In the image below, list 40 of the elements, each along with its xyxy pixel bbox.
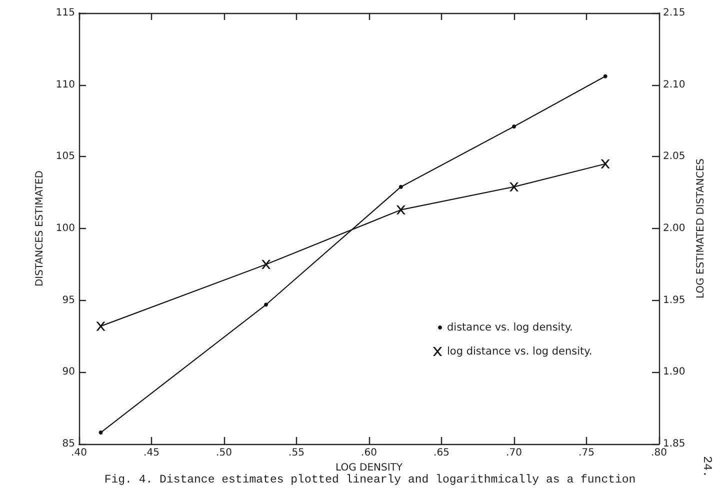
y2-tick-label: 1.95 <box>663 294 686 306</box>
y-axis-title: DISTANCES ESTIMATED <box>34 170 46 287</box>
legend-label: log distance vs. log density. <box>447 346 592 358</box>
x-tick-label: .80 <box>651 448 667 458</box>
y-tick-label: 90 <box>62 366 75 378</box>
y-tick-label: 105 <box>56 151 75 162</box>
y-tick-label: 100 <box>56 223 75 234</box>
x-tick-label: .40 <box>71 448 87 458</box>
point <box>510 182 518 192</box>
point <box>262 260 271 269</box>
x-tick-label: .65 <box>434 448 450 458</box>
x-axis-title: LOG DENSITY <box>335 462 404 474</box>
y2-tick-label: 2.05 <box>663 151 686 162</box>
y2-tick-label: 2.10 <box>663 79 686 90</box>
x-tick-label: .45 <box>144 448 160 458</box>
text: 24. <box>700 456 714 478</box>
point <box>398 184 403 189</box>
x-tick-label: .55 <box>288 448 304 458</box>
y2-axis-title: LOG ESTIMATED DISTANCES <box>696 158 707 299</box>
x-tick-label: .70 <box>506 448 522 458</box>
caption: Fig. 4. Distance estimates plotted linearly and logarithmically as a function <box>104 474 636 486</box>
y-tick-label: 95 <box>62 294 75 306</box>
y-tick-label: 110 <box>56 79 75 90</box>
y-tick-label: 85 <box>62 438 75 450</box>
point <box>96 322 106 331</box>
y2-tick-label: 2.15 <box>663 8 686 18</box>
x-tick-label: .60 <box>361 448 377 458</box>
legend-label: distance vs. log density. <box>447 322 573 334</box>
y-tick-label: 115 <box>56 8 75 18</box>
x-tick-label: .50 <box>216 448 232 458</box>
point <box>98 430 103 435</box>
y2-tick-label: 2.00 <box>663 223 686 234</box>
y2-tick-label: 1.90 <box>663 366 686 378</box>
y2-tick-label: 1.85 <box>663 438 686 450</box>
point <box>512 124 516 128</box>
point <box>600 159 610 168</box>
point <box>396 205 406 214</box>
point <box>264 302 268 307</box>
point <box>603 74 608 78</box>
x-tick-label: .75 <box>578 448 594 458</box>
